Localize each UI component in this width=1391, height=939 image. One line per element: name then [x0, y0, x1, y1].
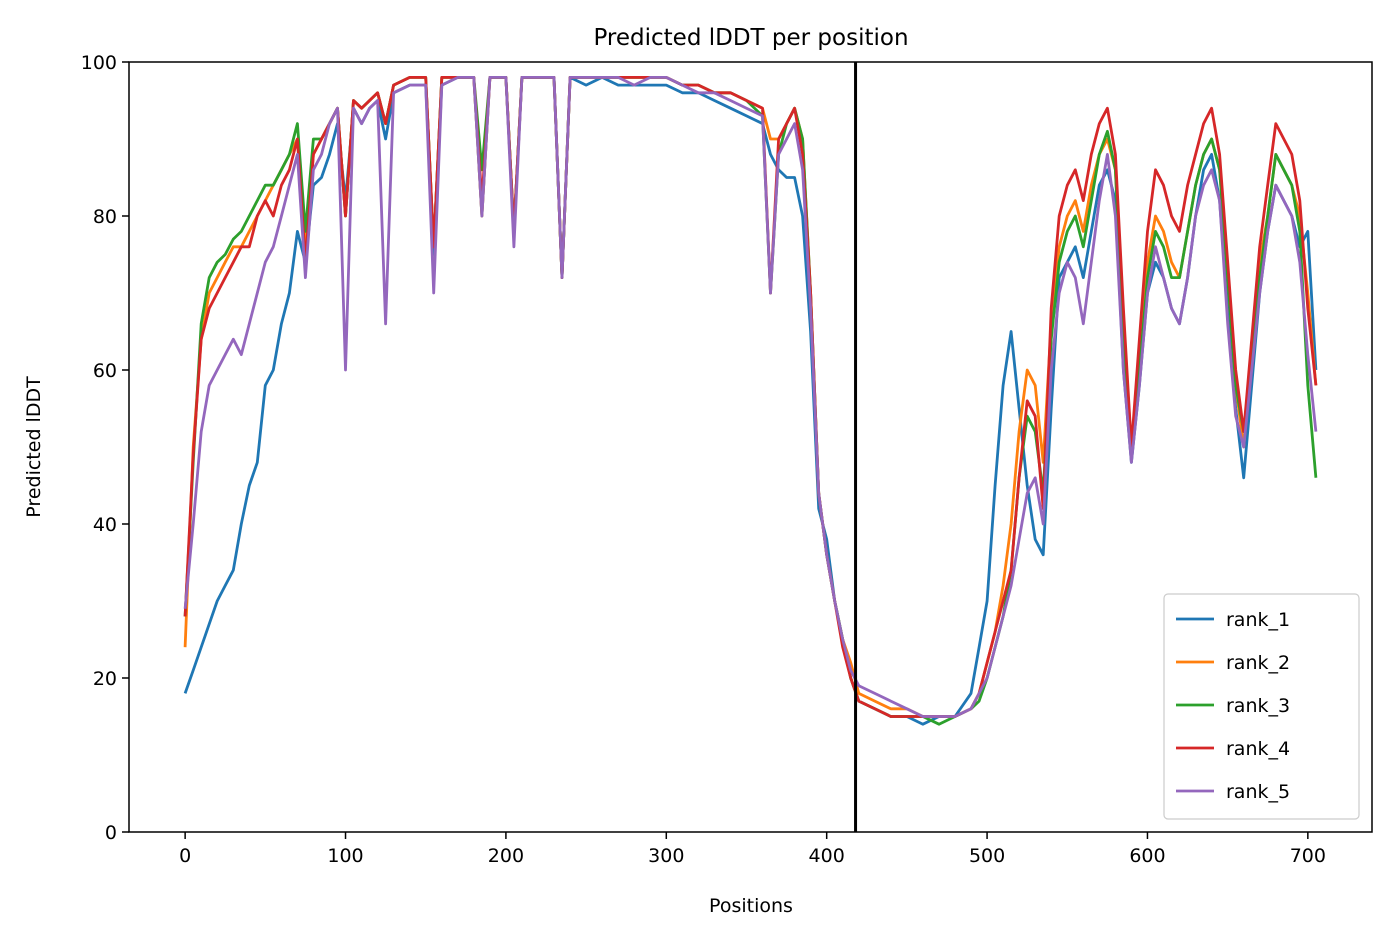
y-tick-label: 40	[93, 514, 117, 536]
legend-label-rank_1: rank_1	[1226, 609, 1290, 631]
y-axis: 0 20 40 60 80 100	[81, 52, 129, 844]
chart-title: Predicted lDDT per position	[593, 25, 908, 51]
legend-label-rank_2: rank_2	[1226, 652, 1290, 674]
y-axis-label: Predicted lDDT	[23, 376, 45, 518]
legend: rank_1 rank_2 rank_3 rank_4 rank_5	[1163, 593, 1360, 820]
x-axis-label: Positions	[709, 895, 793, 917]
x-tick-label: 100	[327, 845, 363, 867]
legend-box	[1163, 593, 1360, 820]
x-tick-label: 200	[488, 845, 524, 867]
y-tick-label: 80	[93, 206, 117, 228]
x-tick-label: 300	[648, 845, 684, 867]
legend-items: rank_1 rank_2 rank_3 rank_4 rank_5	[1176, 609, 1290, 803]
x-tick-label: 500	[969, 845, 1005, 867]
x-tick-label: 700	[1290, 845, 1326, 867]
series-layer	[183, 76, 1318, 726]
x-tick-label: 400	[809, 845, 845, 867]
y-tick-label: 60	[93, 360, 117, 382]
plot-area	[128, 61, 1373, 833]
legend-label-rank_4: rank_4	[1226, 738, 1290, 760]
x-tick-label: 0	[179, 845, 191, 867]
series-line-rank_5	[183, 76, 1318, 718]
legend-label-rank_5: rank_5	[1226, 781, 1290, 803]
y-tick-label: 100	[81, 52, 117, 74]
x-axis: 0 100 200 300 400 500 600 700	[179, 832, 1326, 867]
x-tick-label: 600	[1129, 845, 1165, 867]
y-tick-label: 20	[93, 668, 117, 690]
y-tick-label: 0	[105, 822, 117, 844]
legend-label-rank_3: rank_3	[1226, 695, 1290, 717]
